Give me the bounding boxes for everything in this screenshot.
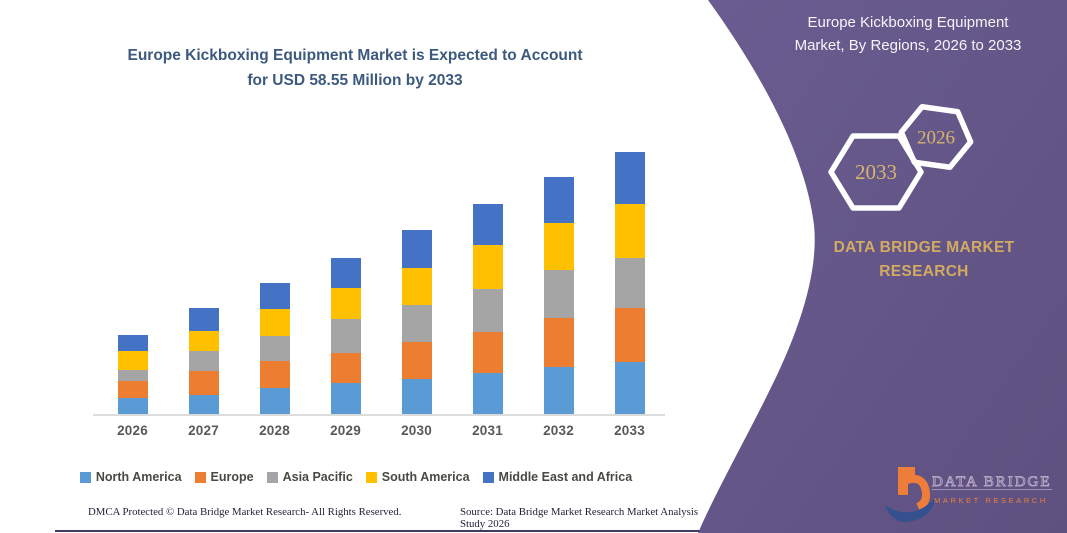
hexagon-2026-label: 2026: [917, 128, 955, 149]
brand-wordmark: DATA BRIDGE MARKET RESEARCH: [833, 239, 1015, 281]
legend-item-asia-pacific: Asia Pacific: [266, 470, 353, 484]
logo-title-text: DATA BRIDGE: [932, 474, 1052, 490]
bar-segment-north-america-2028: [259, 387, 290, 415]
bar-segment-middle-east-and-africa-2030: [401, 230, 432, 268]
hexagon-2033-label: 2033: [855, 160, 897, 184]
bar-segment-asia-pacific-2033: [614, 258, 645, 308]
bar-segment-north-america-2031: [472, 373, 503, 415]
legend-swatch-europe: [194, 471, 206, 483]
bar-segment-south-america-2027: [188, 331, 219, 352]
x-axis-label-2028: 2028: [259, 423, 290, 438]
bar-segment-asia-pacific-2028: [259, 335, 290, 362]
bar-segment-middle-east-and-africa-2027: [188, 307, 219, 332]
bar-segment-asia-pacific-2027: [188, 351, 219, 372]
bar-segment-north-america-2026: [117, 397, 148, 415]
bar-segment-asia-pacific-2026: [117, 369, 148, 382]
logo-subtitle-text: MARKET RESEARCH: [934, 496, 1048, 505]
footer: DMCA Protected © Data Bridge Market Rese…: [0, 506, 712, 530]
bar-segment-middle-east-and-africa-2031: [472, 204, 503, 245]
chart-title-line2: for USD 58.55 Million by 2033: [247, 71, 463, 89]
bottom-divider: [55, 530, 705, 532]
footer-source-text: Source: Data Bridge Market Research Mark…: [460, 506, 699, 530]
bar-segment-europe-2027: [188, 371, 219, 395]
legend-swatch-asia-pacific: [266, 471, 278, 483]
hexagon-2026-outline: [898, 104, 974, 170]
bar-segment-europe-2028: [259, 361, 290, 388]
bar-segment-europe-2033: [614, 307, 645, 363]
panel-curve-shape: [698, 0, 1067, 533]
panel-title-line1: Europe Kickboxing Equipment: [807, 14, 1009, 31]
bar-segment-europe-2030: [401, 342, 432, 380]
legend-item-middle-east-and-africa: Middle East and Africa: [482, 470, 633, 484]
bar-segment-asia-pacific-2030: [401, 305, 432, 343]
bar-segment-europe-2026: [117, 381, 148, 398]
stacked-bar-plot: [95, 150, 662, 415]
panel-title-line2: Market, By Regions, 2026 to 2033: [794, 37, 1022, 55]
bar-segment-south-america-2030: [401, 267, 432, 305]
x-axis-line: [93, 414, 665, 416]
bar-segment-europe-2031: [472, 331, 503, 374]
bar-segment-south-america-2032: [543, 223, 574, 270]
x-axis-labels: 2026 2027 2028 2029 2030 2031 2032 2033: [95, 423, 662, 443]
legend-label-middle-east-and-africa: Middle East and Africa: [498, 470, 633, 484]
chart-title: Europe Kickboxing Equipment Market is Ex…: [50, 44, 660, 94]
legend-item-south-america: South America: [365, 470, 470, 484]
bar-segment-north-america-2030: [401, 379, 432, 415]
bar-segment-north-america-2027: [188, 394, 219, 415]
bar-segment-south-america-2033: [614, 203, 645, 259]
x-axis-label-2029: 2029: [330, 423, 361, 438]
bar-segment-asia-pacific-2031: [472, 288, 503, 332]
legend-item-north-america: North America: [79, 470, 182, 484]
logo-swoosh: [885, 497, 936, 522]
x-axis-label-2030: 2030: [401, 423, 432, 438]
bar-segment-middle-east-and-africa-2029: [330, 257, 361, 289]
legend-swatch-south-america: [365, 471, 377, 483]
panel-title: Europe Kickboxing Equipment Market, By R…: [762, 11, 1054, 58]
bar-segment-south-america-2031: [472, 244, 503, 289]
logo-b-stem: [898, 467, 915, 495]
bar-segment-europe-2032: [543, 318, 574, 367]
footer-dmca-text: DMCA Protected © Data Bridge Market Rese…: [88, 506, 402, 518]
hexagon-2026: [898, 104, 974, 170]
bar-segment-europe-2029: [330, 352, 361, 384]
bar-segment-north-america-2029: [330, 383, 361, 415]
x-axis-label-2027: 2027: [188, 423, 219, 438]
bar-segment-north-america-2033: [614, 362, 645, 415]
bar-segment-asia-pacific-2032: [543, 269, 574, 319]
legend-label-south-america: South America: [381, 470, 470, 484]
legend-item-europe: Europe: [194, 470, 254, 484]
hexagon-2033: [828, 133, 924, 211]
bar-segment-asia-pacific-2029: [330, 318, 361, 353]
bar-segment-north-america-2032: [543, 366, 574, 415]
x-axis-label-2031: 2031: [472, 423, 503, 438]
legend-label-asia-pacific: Asia Pacific: [282, 470, 353, 484]
logo-b-bowl: [905, 474, 931, 511]
chart-legend: North America Europe Asia Pacific South Ame…: [0, 470, 712, 484]
x-axis-label-2033: 2033: [614, 423, 645, 438]
bar-segment-south-america-2026: [117, 350, 148, 370]
bar-segment-south-america-2028: [259, 308, 290, 336]
bar-segment-middle-east-and-africa-2032: [543, 177, 574, 224]
legend-label-europe: Europe: [210, 470, 254, 484]
hexagon-badges: 2033 2026: [828, 104, 974, 211]
x-axis-label-2026: 2026: [117, 423, 148, 438]
legend-swatch-north-america: [79, 471, 91, 483]
chart-title-line1: Europe Kickboxing Equipment Market is Ex…: [127, 47, 583, 64]
legend-swatch-middle-east-and-africa: [482, 471, 494, 483]
x-axis-label-2032: 2032: [543, 423, 574, 438]
bar-segment-south-america-2029: [330, 288, 361, 319]
data-bridge-logo: DATA BRIDGE MARKET RESEARCH: [885, 467, 1052, 522]
bar-segment-middle-east-and-africa-2028: [259, 282, 290, 309]
hexagon-2033-outline: [828, 133, 924, 211]
legend-label-north-america: North America: [95, 470, 182, 484]
bar-segment-middle-east-and-africa-2026: [117, 334, 148, 351]
bar-segment-middle-east-and-africa-2033: [614, 152, 645, 204]
